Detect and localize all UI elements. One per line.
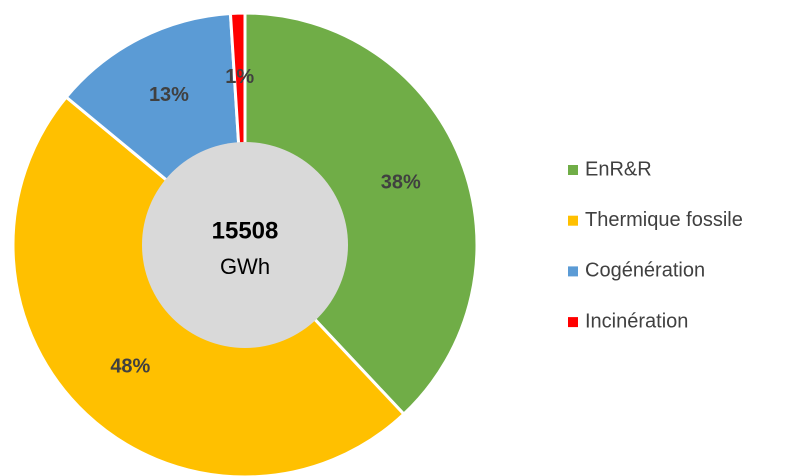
donut-hole — [142, 142, 348, 348]
legend-swatch — [568, 266, 578, 277]
data-label: 13% — [149, 84, 189, 106]
legend-label: Cogénération — [585, 260, 705, 282]
legend-swatch — [568, 165, 578, 175]
slice — [243, 11, 479, 417]
legend-label: Thermique fossile — [585, 209, 743, 231]
center-unit: GWh — [220, 254, 270, 279]
data-label: 1% — [225, 66, 254, 88]
legend-label: Incinération — [585, 310, 688, 332]
legend-swatch — [568, 317, 578, 328]
data-label: 38% — [381, 172, 421, 194]
legend-label: EnR&R — [585, 158, 652, 180]
center-value: 15508 — [212, 217, 279, 244]
data-label: 48% — [110, 355, 150, 377]
legend-swatch — [568, 215, 578, 226]
